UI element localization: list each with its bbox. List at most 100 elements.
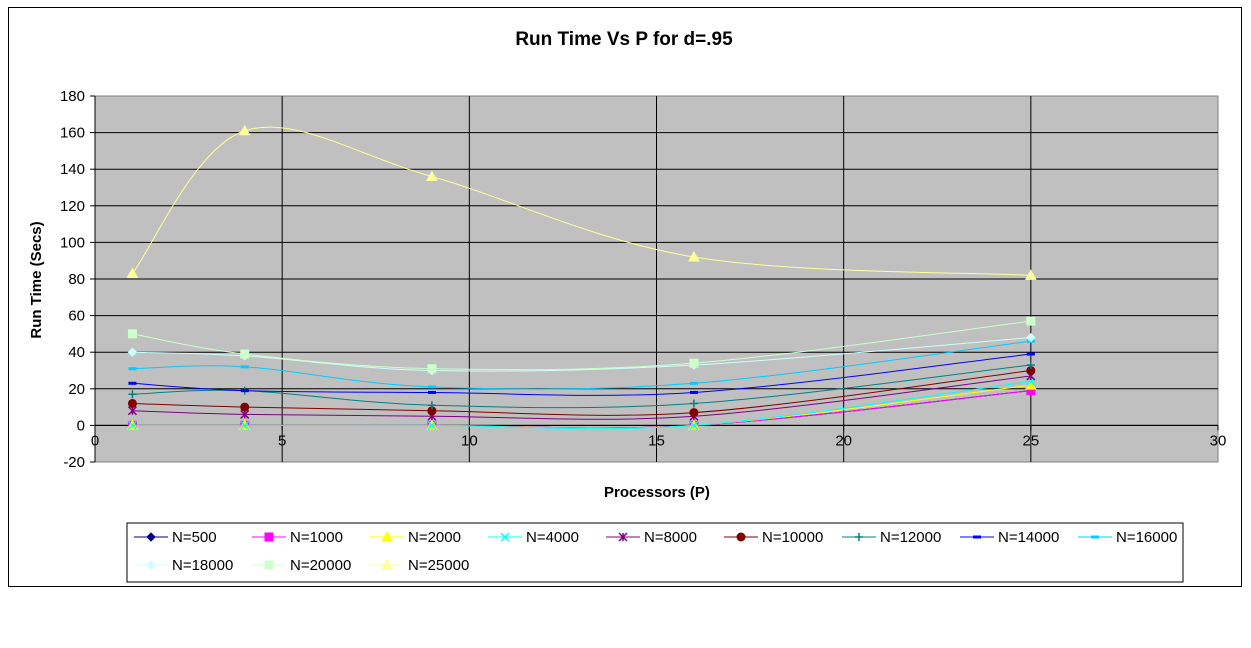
y-axis-label: Run Time (Secs) [28,221,45,338]
legend-marker [381,558,393,570]
y-tick-label: 20 [68,381,85,398]
legend-marker [1091,535,1099,539]
y-tick-label: 120 [60,198,85,215]
data-point [689,399,698,408]
data-point [127,347,138,357]
data-point [689,408,699,418]
legend-entry: N=16000 [1078,529,1177,546]
series-line [132,353,1031,396]
series-line [132,375,1031,420]
legend-marker [500,532,510,542]
data-point [238,124,251,136]
x-tick-label: 15 [648,432,665,449]
data-point [1026,361,1035,370]
legend-marker [855,533,863,541]
legend-label: N=2000 [408,529,461,546]
y-tick-label: 160 [60,125,85,142]
legend-label: N=25000 [408,557,469,574]
legend: N=500 N=1000 N=2000 N=4000 N=8000 N=10000 N=12… [134,529,1177,574]
data-point [427,385,436,389]
data-point [688,251,700,262]
series-line [132,126,1031,276]
data-point [1024,269,1037,280]
data-point [127,420,137,430]
legend-marker [618,532,628,542]
legend-box [126,522,1184,583]
legend-entry: N=14000 [960,529,1059,546]
data-point [1026,352,1035,356]
series-group [126,124,1037,431]
y-tick-label: 140 [60,161,85,178]
series-n-14000 [128,352,1035,396]
data-point [240,365,249,369]
data-point [1026,316,1036,326]
data-point [127,406,137,416]
x-axis-label: Processors (P) [604,484,710,501]
data-point [240,402,250,412]
y-tick-label: -20 [63,454,85,471]
legend-entry: N=4000 [488,529,579,546]
data-point [127,329,137,339]
y-tick-label: 80 [68,271,85,288]
data-point [427,390,436,394]
legend-entry: N=25000 [370,557,469,574]
y-tick-label: 60 [68,308,85,325]
data-point [240,389,249,393]
legend-label: N=16000 [1116,529,1177,546]
legend-label: N=10000 [762,529,823,546]
chart-title: Run Time Vs P for d=.95 [515,29,733,50]
x-tick-label: 30 [1210,432,1227,449]
data-point [427,401,436,410]
legend-marker [264,532,274,542]
legend-entry: N=2000 [370,529,461,546]
series-n-4000 [127,376,1036,430]
legend-entry: N=500 [134,529,217,546]
legend-label: N=12000 [880,529,941,546]
legend-entry: N=20000 [252,557,351,574]
data-point [240,409,250,419]
legend-label: N=20000 [290,557,351,574]
y-tick-label: 0 [77,417,85,434]
legend-marker [146,532,156,542]
data-point [427,364,437,374]
x-tick-label: 20 [835,432,852,449]
legend-entry: N=10000 [724,529,823,546]
series-line [132,370,1031,416]
legend-marker [973,535,981,539]
data-point [689,358,699,368]
x-tick-label: 25 [1022,432,1039,449]
data-point [1026,332,1036,343]
series-line [132,337,1031,372]
series-n-10000 [127,366,1036,418]
data-point [240,349,250,359]
data-point [128,390,137,399]
series-n-25000 [126,124,1037,280]
legend-entry: N=18000 [134,557,233,574]
data-point [128,367,137,371]
data-point [427,420,437,430]
series-n-20000 [127,316,1036,374]
legend-label: N=4000 [526,529,579,546]
legend-label: N=1000 [290,529,343,546]
data-point [689,390,698,394]
legend-marker [381,530,393,542]
data-point [128,381,137,385]
series-line [132,320,1031,371]
x-tick-label: 10 [461,432,478,449]
legend-label: N=18000 [172,557,233,574]
data-point [689,420,699,430]
x-tick-label: 5 [278,432,286,449]
data-point [689,381,698,385]
data-point [126,267,139,279]
legend-marker [264,560,274,570]
legend-label: N=500 [172,529,217,546]
series-line [132,340,1031,390]
y-tick-label: 40 [68,344,85,361]
data-point [426,170,438,182]
legend-marker [146,560,156,570]
data-point [240,420,250,430]
y-tick-label: 100 [60,234,85,251]
legend-entry: N=8000 [606,529,697,546]
